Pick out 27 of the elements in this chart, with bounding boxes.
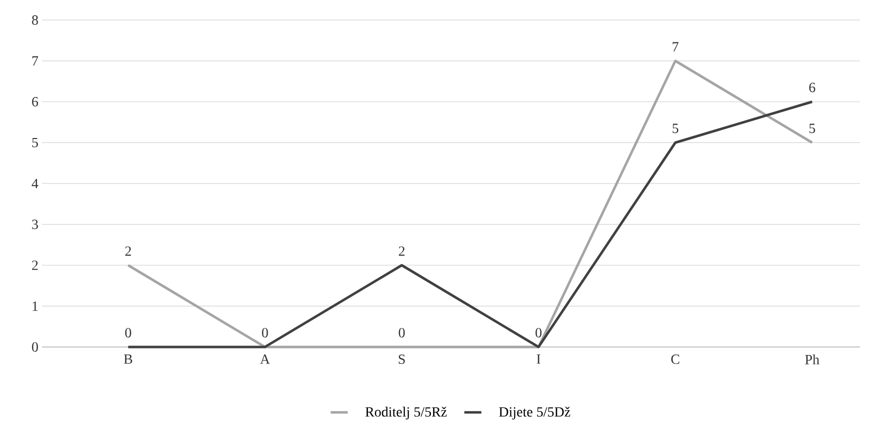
data-label: 7: [672, 42, 678, 52]
y-tick-label: 7: [32, 56, 38, 66]
data-label: 0: [262, 328, 268, 338]
data-label: 5: [672, 124, 678, 134]
legend-label: Roditelj 5/5Rž: [365, 406, 447, 420]
x-tick-label: S: [398, 354, 405, 364]
data-label: 2: [125, 246, 131, 256]
y-tick-label: 1: [32, 301, 38, 311]
x-tick-label: B: [124, 354, 132, 364]
y-tick-label: 8: [32, 15, 38, 25]
y-tick-label: 4: [32, 178, 38, 188]
x-tick-label: A: [260, 354, 270, 364]
y-tick-label: 2: [32, 260, 38, 270]
y-tick-label: 5: [32, 138, 38, 148]
data-label: 0: [536, 328, 542, 338]
y-tick-label: 0: [32, 342, 38, 352]
x-tick-label: Ph: [805, 354, 820, 364]
data-label: 0: [125, 328, 132, 338]
legend-label: Dijete 5/5Dž: [499, 406, 570, 420]
data-label: 0: [398, 328, 405, 338]
data-label: 6: [809, 82, 816, 92]
data-label: 5: [809, 124, 816, 134]
data-label: 2: [398, 246, 404, 256]
y-tick-label: 6: [32, 97, 38, 106]
x-tick-label: C: [671, 354, 680, 364]
x-tick-label: I: [536, 354, 540, 364]
y-tick-label: 3: [32, 220, 38, 230]
